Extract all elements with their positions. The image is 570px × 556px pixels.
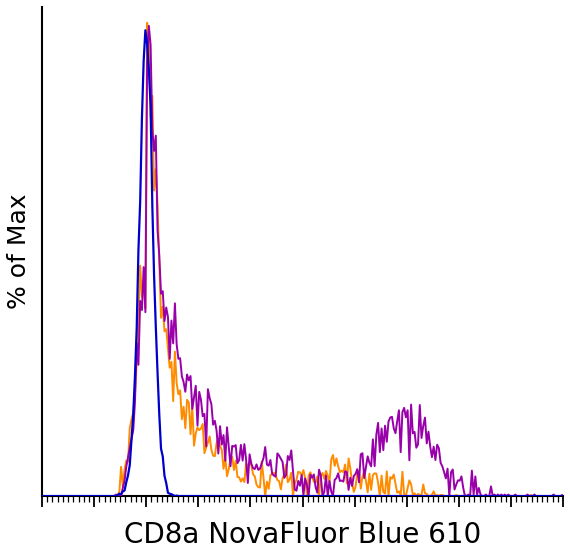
- Y-axis label: % of Max: % of Max: [7, 193, 31, 309]
- X-axis label: CD8a NovaFluor Blue 610: CD8a NovaFluor Blue 610: [124, 521, 481, 549]
